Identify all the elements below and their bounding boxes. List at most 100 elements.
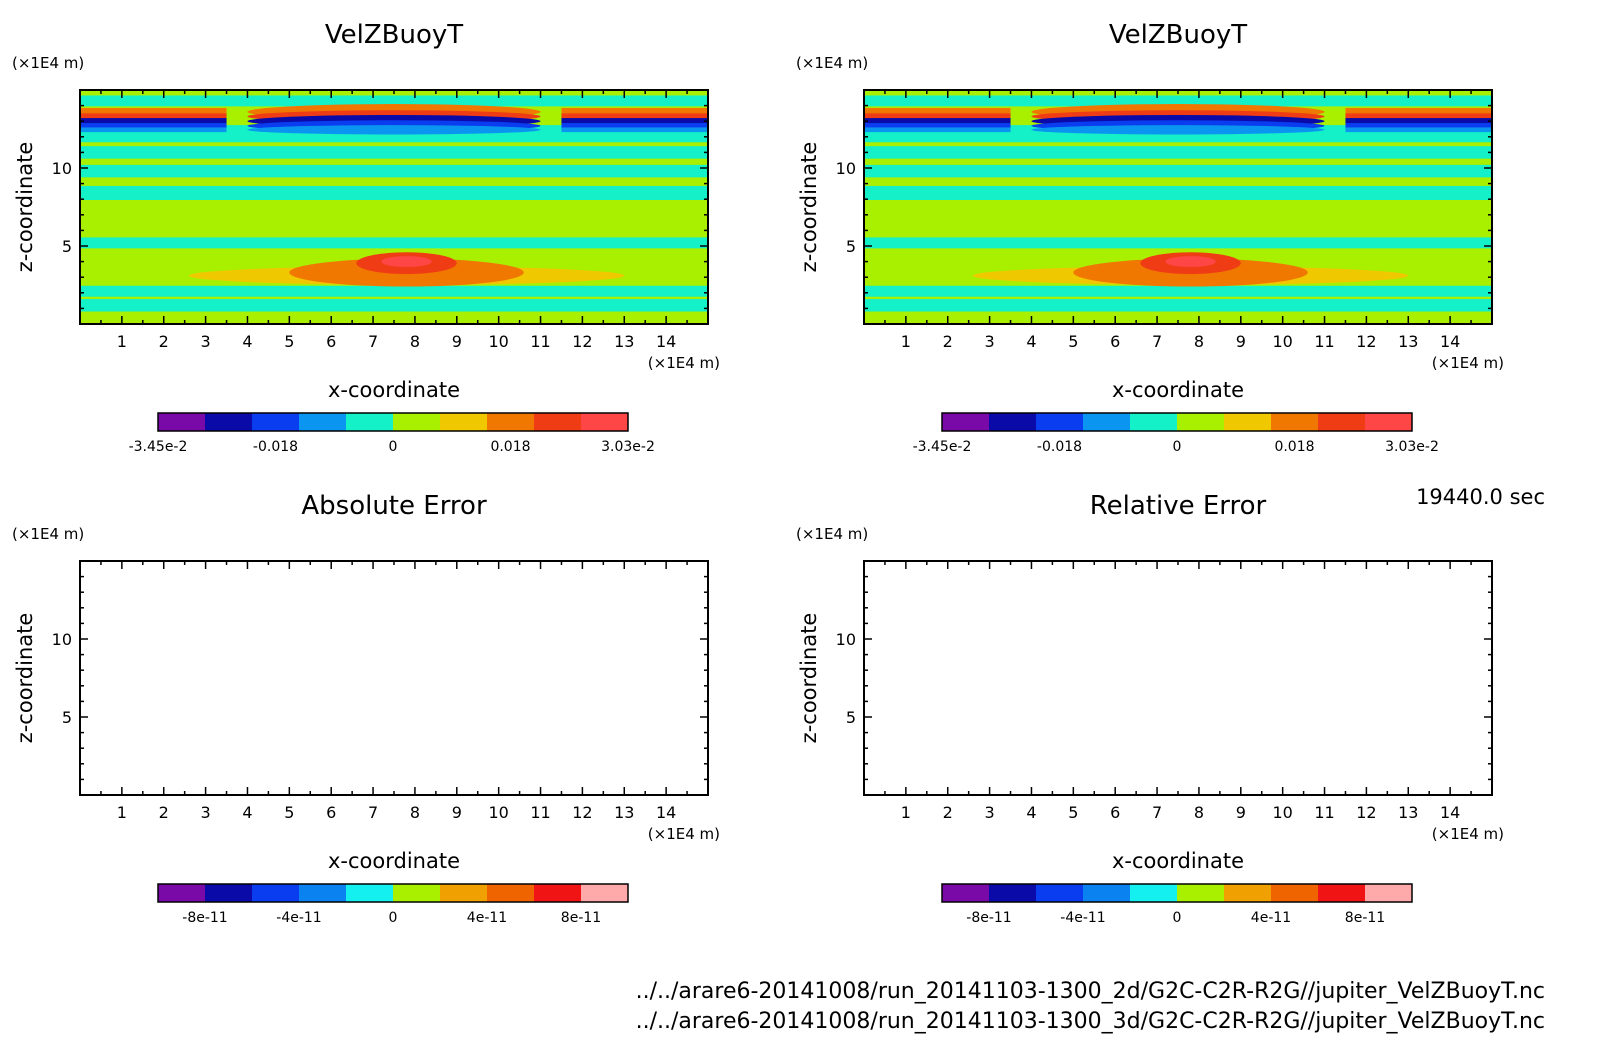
colorbar-swatch xyxy=(252,884,300,902)
colorbar-label: 0.018 xyxy=(490,439,530,455)
x-tick-label: 10 xyxy=(1272,803,1292,822)
x-tick-label: 14 xyxy=(656,332,676,351)
x-tick-label: 12 xyxy=(1356,803,1376,822)
y-unit-label: (×1E4 m) xyxy=(796,54,868,72)
contour-band xyxy=(864,285,1492,297)
x-tick-label: 8 xyxy=(410,332,420,351)
colorbar-label: 4e-11 xyxy=(467,910,507,926)
jet-band-left xyxy=(80,118,227,125)
x-unit-label: (×1E4 m) xyxy=(648,825,720,843)
x-tick-label: 13 xyxy=(614,803,634,822)
colorbar-swatch xyxy=(1365,884,1413,902)
jet-band-right xyxy=(561,107,708,116)
colorbar-label: 0 xyxy=(1173,439,1182,455)
colorbar-swatch xyxy=(1224,413,1272,431)
chart-panel-2: VelZBuoyT (×1E4 m) (×1E4 m) x-coordinate z-c… xyxy=(796,20,1504,455)
x-tick-label: 1 xyxy=(901,332,911,351)
colorbar-swatch xyxy=(1130,413,1178,431)
x-tick-label: 1 xyxy=(901,803,911,822)
x-tick-label: 13 xyxy=(1398,332,1418,351)
x-tick-label: 9 xyxy=(452,332,462,351)
x-tick-label: 7 xyxy=(368,803,378,822)
warm-anomaly xyxy=(381,256,432,268)
colorbar-swatch xyxy=(299,413,347,431)
x-tick-label: 10 xyxy=(488,332,508,351)
jet-band-left xyxy=(864,107,1011,116)
colorbar-label: -4e-11 xyxy=(1060,910,1105,926)
colorbar-label: -8e-11 xyxy=(966,910,1011,926)
colorbar-swatch xyxy=(252,413,300,431)
contour-band xyxy=(80,299,708,312)
jet-band-left xyxy=(80,113,227,120)
jet-band-right xyxy=(561,123,708,129)
jet-band-left xyxy=(80,127,227,133)
colorbar-swatch xyxy=(158,413,206,431)
colorbar-label: 8e-11 xyxy=(561,910,601,926)
colorbar-frame xyxy=(157,883,629,903)
jet-band-right xyxy=(1345,113,1492,120)
chart-panel-1: VelZBuoyT (×1E4 m) (×1E4 m) x-coordinate z-c… xyxy=(12,20,720,455)
x-tick-label: 13 xyxy=(614,332,634,351)
colorbar-swatch xyxy=(205,413,253,431)
colorbar-swatch xyxy=(346,884,394,902)
y-tick-label: 10 xyxy=(836,159,856,178)
y-tick-label: 5 xyxy=(846,708,856,727)
x-tick-label: 5 xyxy=(1068,803,1078,822)
jet-band-left xyxy=(80,107,227,116)
colorbar-label: -4e-11 xyxy=(276,910,321,926)
x-tick-label: 11 xyxy=(1314,332,1334,351)
x-tick-label: 3 xyxy=(201,803,211,822)
x-tick-label: 5 xyxy=(1068,332,1078,351)
contour-band xyxy=(864,237,1492,249)
y-tick-label: 10 xyxy=(836,630,856,649)
jet-band-left xyxy=(864,118,1011,125)
x-tick-label: 4 xyxy=(242,803,252,822)
x-tick-label: 11 xyxy=(530,803,550,822)
colorbar-swatch xyxy=(534,884,582,902)
x-tick-label: 7 xyxy=(1152,332,1162,351)
colorbar-swatch xyxy=(534,413,582,431)
jet-band-right xyxy=(1345,127,1492,133)
y-unit-label: (×1E4 m) xyxy=(12,525,84,543)
colorbar-swatch xyxy=(393,413,441,431)
colorbar-swatch xyxy=(1177,413,1225,431)
colorbar-label: 4e-11 xyxy=(1251,910,1291,926)
colorbar-swatch xyxy=(440,884,488,902)
chart-title: Relative Error xyxy=(1090,491,1267,521)
colorbar-frame xyxy=(941,412,1413,432)
colorbar-swatch xyxy=(1271,884,1319,902)
x-tick-label: 12 xyxy=(572,332,592,351)
x-axis-label: x-coordinate xyxy=(328,378,460,402)
y-axis-label: z-coordinate xyxy=(13,613,37,744)
x-tick-label: 2 xyxy=(943,803,953,822)
colorbar-swatch xyxy=(1365,413,1413,431)
colorbar-label: 0 xyxy=(389,910,398,926)
y-tick-label: 10 xyxy=(52,630,72,649)
x-unit-label: (×1E4 m) xyxy=(1432,825,1504,843)
y-unit-label: (×1E4 m) xyxy=(796,525,868,543)
colorbar-label: -8e-11 xyxy=(182,910,227,926)
contour-band xyxy=(864,95,1492,107)
contour-field xyxy=(864,90,1492,324)
x-axis-label: x-coordinate xyxy=(328,849,460,873)
x-tick-label: 12 xyxy=(572,803,592,822)
contour-band xyxy=(864,164,1492,178)
jet-band-right xyxy=(1345,123,1492,129)
chart-title: VelZBuoyT xyxy=(325,20,463,50)
colorbar-label: -0.018 xyxy=(1037,439,1082,455)
colorbar-swatch xyxy=(440,413,488,431)
x-tick-label: 7 xyxy=(368,332,378,351)
warm-anomaly xyxy=(1165,256,1216,268)
x-tick-label: 10 xyxy=(1272,332,1292,351)
time-label: 19440.0 sec xyxy=(1416,485,1545,509)
jet-band-right xyxy=(1345,118,1492,125)
colorbar-label: 3.03e-2 xyxy=(1385,439,1439,455)
x-tick-label: 8 xyxy=(1194,803,1204,822)
contour-band xyxy=(80,185,708,200)
x-tick-label: 4 xyxy=(1026,803,1036,822)
colorbar-swatch xyxy=(487,884,535,902)
colorbar-swatch xyxy=(581,413,629,431)
y-unit-label: (×1E4 m) xyxy=(12,54,84,72)
x-tick-label: 12 xyxy=(1356,332,1376,351)
